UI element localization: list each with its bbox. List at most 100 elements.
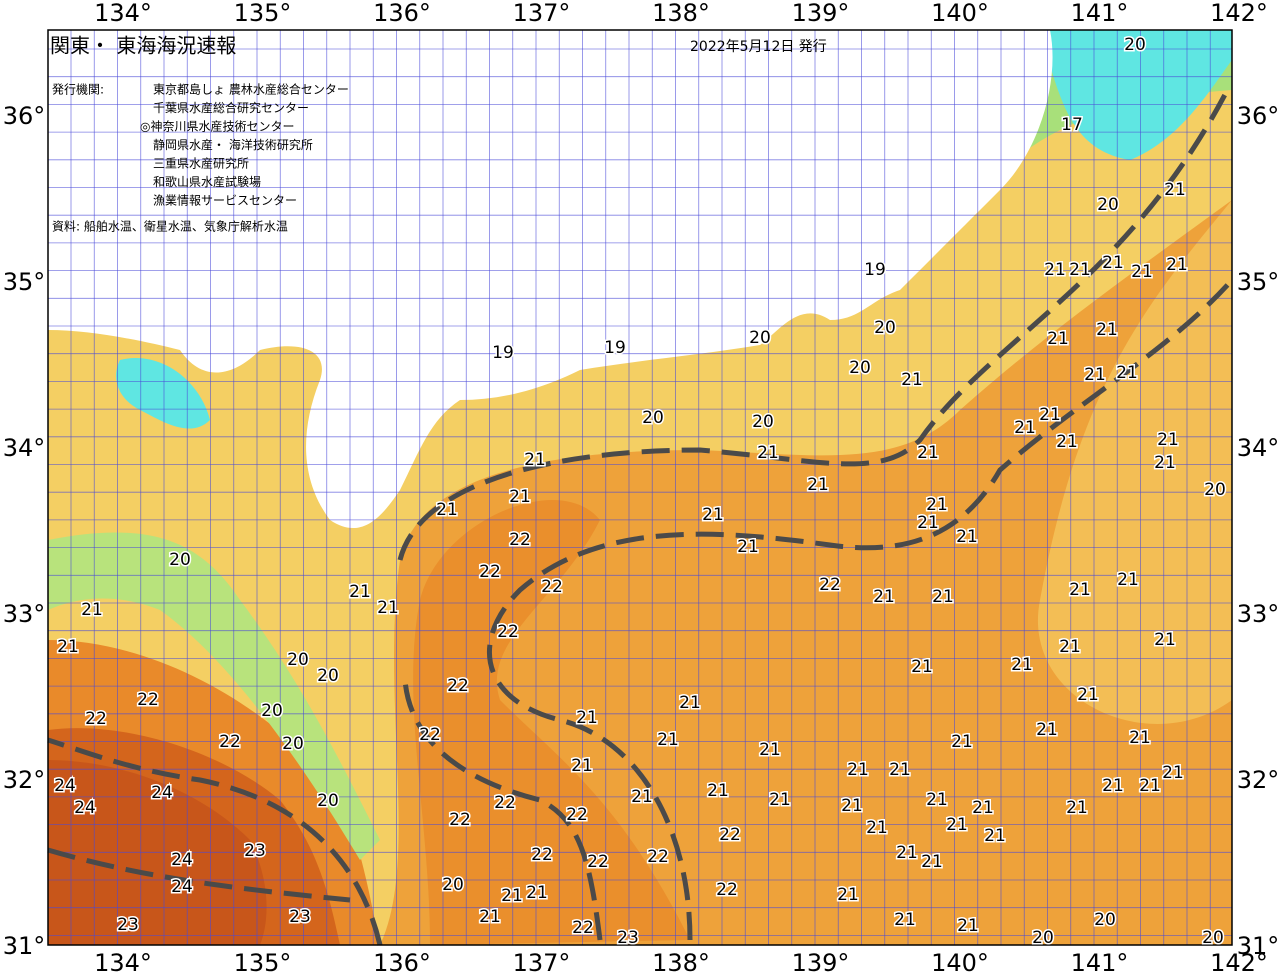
land — [48, 30, 1053, 529]
isotherm-label: 21 — [894, 910, 916, 930]
isotherm-label: 21 — [926, 790, 948, 810]
issuer: 漁業情報サービスセンター — [153, 194, 297, 208]
issuer: 東京都島しょ 農林水産総合センター — [153, 82, 349, 97]
isotherm-label: 21 — [57, 637, 79, 657]
isotherm-label: 21 — [866, 818, 888, 838]
isotherm-label: 22 — [494, 793, 516, 813]
isotherm-label: 21 — [911, 657, 933, 677]
isotherm-label: 21 — [984, 826, 1006, 846]
isotherm-label: 24 — [151, 783, 173, 803]
isotherm-label: 21 — [679, 693, 701, 713]
isotherm-label: 22 — [137, 690, 159, 710]
isotherm-label: 20 — [442, 875, 464, 895]
lon-tick-label: 135° — [234, 949, 292, 977]
lon-tick-label: 138° — [652, 0, 710, 27]
issuer: 和歌山県水産試験場 — [153, 174, 261, 189]
isotherm-label: 21 — [889, 760, 911, 780]
isotherm-label: 21 — [1044, 260, 1066, 280]
isotherm-label: 21 — [769, 790, 791, 810]
lon-tick-label: 142° — [1210, 949, 1268, 977]
issuer: 千葉県水産総合研究センター — [153, 100, 309, 115]
isotherm-label: 21 — [901, 370, 923, 390]
isotherm-label: 22 — [716, 880, 738, 900]
isotherm-label: 20 — [1094, 910, 1116, 930]
issuer: ◎神奈川県水産技術センター — [140, 119, 294, 134]
lat-tick-label: 36° — [3, 102, 46, 130]
graticule — [48, 30, 1232, 945]
isotherm-label: 21 — [1066, 798, 1088, 818]
isotherm-label: 23 — [244, 841, 266, 861]
isotherm-label: 21 — [377, 598, 399, 618]
isotherm-label: 21 — [1102, 253, 1124, 273]
lon-tick-label: 138° — [652, 949, 710, 977]
isotherm-label: 22 — [541, 577, 563, 597]
lat-tick-label: 34° — [1237, 434, 1280, 462]
isotherm-label: 20 — [1032, 928, 1054, 948]
isotherm-label: 21 — [847, 760, 869, 780]
isotherm-label: 19 — [604, 338, 626, 358]
lat-tick-label: 32° — [1237, 766, 1280, 794]
isotherm-label: 19 — [864, 260, 886, 280]
current-axes — [47, 83, 1234, 946]
lon-tick-label: 137° — [513, 949, 571, 977]
lat-tick-label: 36° — [1237, 102, 1280, 130]
lon-tick-label: 142° — [1210, 0, 1268, 27]
isotherm-label: 21 — [1039, 405, 1061, 425]
isotherm-label: 21 — [1139, 776, 1161, 796]
isotherm-label: 21 — [479, 907, 501, 927]
zone-kii-20 — [48, 532, 380, 860]
kuroshio-line — [47, 737, 383, 946]
isotherm-label: 24 — [171, 877, 193, 897]
isotherm-label: 21 — [526, 883, 548, 903]
isotherm-label: 21 — [1162, 763, 1184, 783]
zone-21 — [1037, 200, 1232, 724]
isotherm-label: 21 — [926, 495, 948, 515]
isotherm-label: 21 — [757, 443, 779, 463]
isotherm-label: 20 — [261, 701, 283, 721]
isotherm-label: 20 — [317, 791, 339, 811]
isotherm-label: 21 — [1116, 363, 1138, 383]
isotherm-label: 21 — [1154, 630, 1176, 650]
isotherm-label: 21 — [1102, 776, 1124, 796]
lon-tick-label: 136° — [373, 0, 431, 27]
axis-ticks: 134° 134° 135° 135° 136° 136° 137° 137° 138° 138°… — [3, 0, 1280, 977]
isotherm-label: 23 — [117, 915, 139, 935]
isotherm-label: 22 — [219, 732, 241, 752]
isotherm-label: 21 — [702, 505, 724, 525]
isotherm-label: 22 — [497, 622, 519, 642]
data-source: 資料: 船舶水温、衛星水温、気象庁解析水温 — [52, 219, 288, 234]
isotherm-label: 21 — [1129, 728, 1151, 748]
isotherm-label: 22 — [587, 852, 609, 872]
lat-tick-label: 35° — [3, 268, 46, 296]
isotherm-label: 20 — [752, 412, 774, 432]
isotherm-label: 21 — [951, 732, 973, 752]
isotherm-label: 21 — [1164, 180, 1186, 200]
isotherm-label: 20 — [1204, 480, 1226, 500]
isotherm-label: 21 — [921, 852, 943, 872]
zone-cold-18 — [116, 358, 210, 429]
isotherm-label: 21 — [896, 843, 918, 863]
isotherm-label: 21 — [1056, 432, 1078, 452]
lon-tick-label: 139° — [792, 949, 850, 977]
isotherm-label: 21 — [509, 487, 531, 507]
issuer-label: 発行機関: — [52, 82, 104, 97]
issuer: 静岡県水産・ 海洋技術研究所 — [153, 137, 313, 152]
isotherm-label: 21 — [957, 916, 979, 936]
isotherm-label: 24 — [74, 798, 96, 818]
isotherm-label: 21 — [1096, 320, 1118, 340]
isotherm-label: 20 — [1124, 35, 1146, 55]
isotherm-label: 22 — [719, 825, 741, 845]
isotherm-label: 22 — [531, 845, 553, 865]
zone-21-22 — [380, 200, 1232, 945]
isotherm-label: 21 — [524, 450, 546, 470]
isotherm-label: 22 — [566, 805, 588, 825]
lat-tick-label: 31° — [1237, 932, 1280, 960]
zone-cold-17 — [1040, 30, 1232, 160]
isotherm-label: 21 — [841, 796, 863, 816]
isotherm-label: 21 — [1069, 580, 1091, 600]
isotherm-label: 21 — [576, 708, 598, 728]
